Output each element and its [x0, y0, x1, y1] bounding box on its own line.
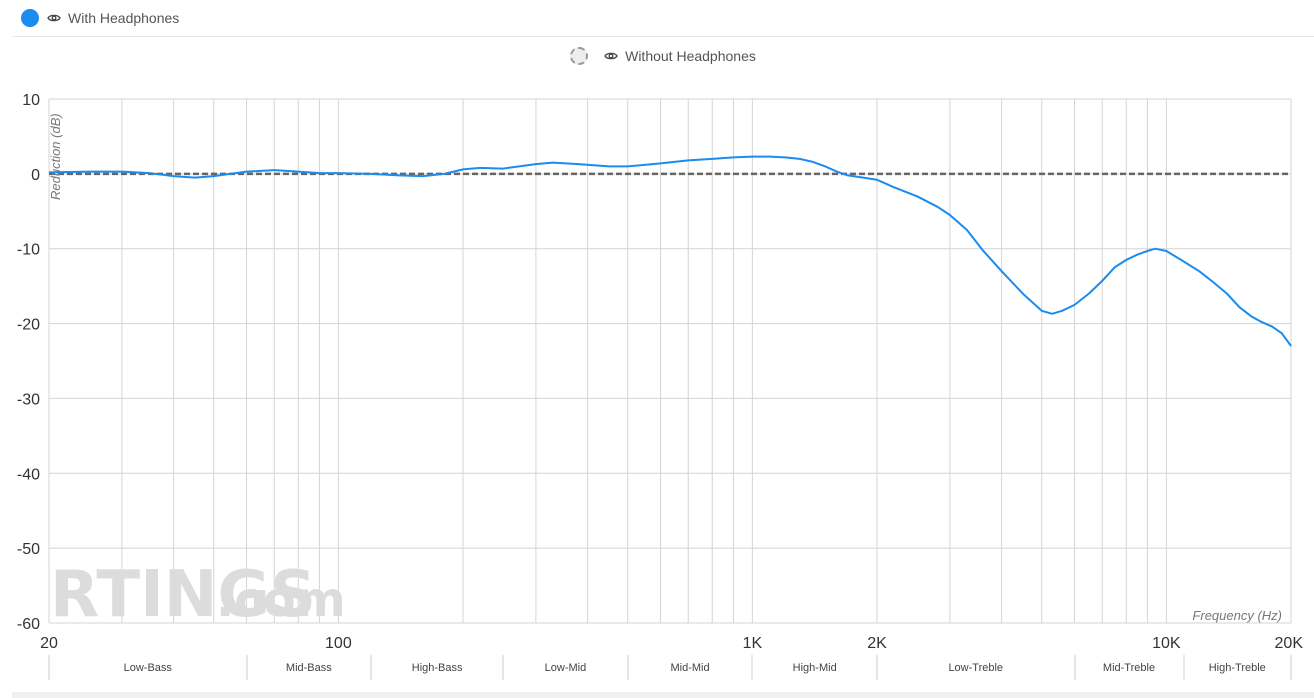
y-axis-label: Reduction (dB) — [48, 113, 63, 200]
legend-label-without: Without Headphones — [625, 48, 756, 64]
band-label: Mid-Mid — [670, 662, 709, 674]
band-label: High-Treble — [1209, 662, 1266, 674]
band-label: Mid-Treble — [1103, 662, 1155, 674]
band-label: High-Bass — [412, 662, 463, 674]
chart-series — [48, 155, 1292, 347]
x-axis-label: Frequency (Hz) — [1192, 608, 1282, 623]
y-tick-label: -10 — [17, 242, 40, 259]
watermark-suffix: .com — [216, 572, 346, 628]
legend-label-with: With Headphones — [68, 10, 180, 26]
y-tick-label: -20 — [17, 317, 40, 334]
series-color-dot-hollow[interactable] — [570, 47, 589, 65]
y-tick-label: 10 — [22, 92, 40, 109]
series-line-with-headphones — [48, 155, 1292, 347]
y-tick-label: 0 — [31, 167, 40, 184]
eye-icon[interactable] — [47, 13, 61, 23]
x-tick-label: 100 — [325, 635, 352, 652]
band-label: Low-Bass — [124, 662, 173, 674]
series-color-dot[interactable] — [21, 9, 39, 27]
y-axis-ticks: 10 0 -10 -20 -30 -40 -50 -60 — [17, 92, 40, 633]
x-tick-label: 2K — [867, 635, 887, 652]
y-tick-label: -60 — [17, 616, 40, 633]
frequency-bands: Low-Bass Mid-Bass High-Bass Low-Mid Mid-Mid H… — [48, 655, 1292, 680]
band-label: Mid-Bass — [286, 662, 332, 674]
x-tick-label: 10K — [1152, 635, 1181, 652]
x-tick-label: 20K — [1275, 635, 1304, 652]
x-tick-label: 20 — [40, 635, 58, 652]
legend-with-headphones[interactable]: With Headphones — [12, 0, 1314, 37]
chart-grid — [48, 98, 1292, 624]
x-axis-ticks: 20 100 1K 2K 10K 20K — [40, 635, 1303, 652]
watermark-brand: RTINGS — [50, 558, 316, 632]
band-label: Low-Treble — [948, 662, 1003, 674]
band-label: Low-Mid — [545, 662, 587, 674]
legend-without-headphones[interactable]: Without Headphones — [12, 42, 1314, 70]
x-tick-label: 1K — [743, 635, 763, 652]
footer-strip — [12, 692, 1314, 698]
y-tick-label: -40 — [17, 466, 40, 483]
y-tick-label: -30 — [17, 391, 40, 408]
y-tick-label: -50 — [17, 541, 40, 558]
eye-icon[interactable] — [604, 51, 618, 61]
band-label: High-Mid — [793, 662, 837, 674]
